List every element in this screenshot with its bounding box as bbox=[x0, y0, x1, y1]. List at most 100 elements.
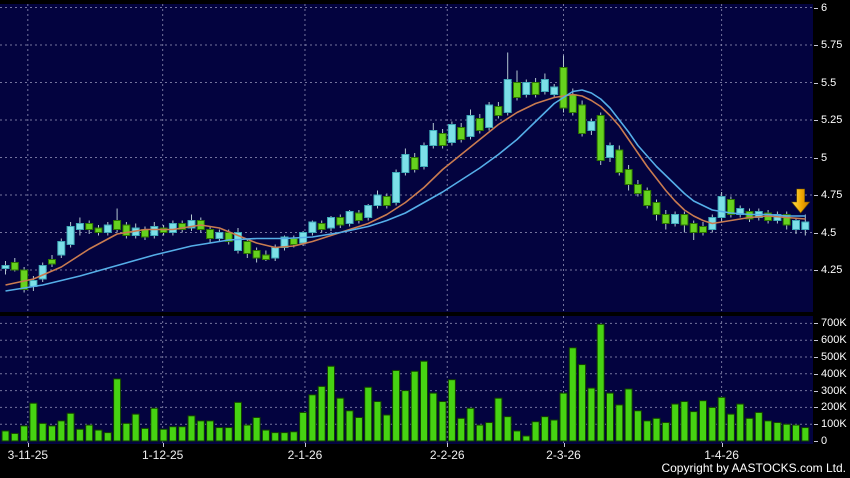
candle-body bbox=[717, 196, 726, 218]
candle-body bbox=[401, 154, 410, 173]
volume-bar bbox=[801, 427, 810, 442]
price-axis-label: 4.5 bbox=[821, 226, 837, 239]
volume-bar bbox=[168, 426, 177, 442]
candle-body bbox=[615, 149, 624, 173]
ma-fast-orange-line bbox=[5, 93, 806, 286]
candle-body bbox=[410, 157, 419, 170]
candle-body bbox=[234, 232, 242, 251]
volume-bar bbox=[345, 410, 354, 442]
volume-bar bbox=[38, 422, 47, 442]
candle-body bbox=[336, 217, 345, 226]
volume-bar bbox=[48, 425, 56, 442]
candle-body bbox=[168, 223, 177, 233]
axis-tick bbox=[814, 340, 818, 342]
axis-tick bbox=[814, 157, 818, 159]
volume-bar bbox=[289, 431, 298, 442]
volume-bar bbox=[550, 419, 559, 442]
volume-bar bbox=[141, 427, 149, 442]
volume-bar bbox=[661, 422, 670, 442]
volume-bar bbox=[103, 432, 112, 442]
candle-body bbox=[122, 224, 131, 236]
date-tick bbox=[27, 443, 29, 447]
volume-bar bbox=[568, 347, 577, 442]
candle-body bbox=[457, 127, 466, 140]
candle-body bbox=[271, 247, 280, 259]
volume-bar bbox=[457, 417, 466, 442]
volume-bar bbox=[392, 369, 401, 442]
volume-bar bbox=[792, 424, 800, 442]
volume-bar bbox=[122, 422, 131, 442]
date-tick bbox=[447, 443, 449, 447]
candle-body bbox=[94, 227, 103, 233]
volume-bar bbox=[689, 411, 698, 442]
copyright-notice: Copyright by AASTOCKS.com Ltd. bbox=[661, 461, 846, 475]
candle-body bbox=[38, 265, 47, 280]
candle-body bbox=[429, 130, 438, 146]
volume-bar bbox=[652, 417, 661, 442]
volume-bar bbox=[764, 420, 773, 442]
price-axis-label: 5.25 bbox=[821, 114, 843, 126]
volume-bar bbox=[513, 430, 521, 442]
candle-body bbox=[438, 133, 447, 146]
candle-body bbox=[66, 226, 75, 245]
volume-bar bbox=[196, 420, 205, 442]
candle-body bbox=[503, 79, 512, 113]
volume-bar bbox=[187, 415, 196, 442]
volume-bar bbox=[643, 420, 652, 442]
axis-tick bbox=[814, 407, 818, 409]
candle-body bbox=[643, 190, 652, 206]
candle-body bbox=[559, 67, 568, 109]
price-axis-label: 5 bbox=[821, 151, 828, 164]
volume-bar bbox=[754, 411, 763, 442]
axis-tick bbox=[814, 357, 818, 358]
price-axis-label: 4.75 bbox=[821, 189, 843, 201]
candle-body bbox=[782, 214, 791, 226]
candle-body bbox=[801, 221, 810, 230]
axis-tick bbox=[814, 373, 818, 375]
volume-bar bbox=[587, 387, 596, 442]
volume-axis-label: 400K bbox=[821, 367, 847, 380]
ma-slow-blue-line bbox=[5, 89, 806, 292]
volume-bar bbox=[1, 430, 10, 442]
volume-bar bbox=[243, 424, 252, 442]
candle-body bbox=[75, 223, 84, 230]
axis-tick bbox=[814, 441, 818, 442]
date-axis-label: 1-4-26 bbox=[704, 448, 739, 462]
volume-bar bbox=[29, 402, 38, 442]
candle-body bbox=[494, 106, 503, 116]
candle-body bbox=[113, 220, 122, 230]
volume-bar bbox=[382, 414, 391, 442]
candle-body bbox=[633, 184, 642, 194]
candle-body bbox=[671, 214, 680, 224]
volume-bar bbox=[606, 392, 614, 442]
date-axis-label: 2-3-26 bbox=[546, 448, 581, 462]
volume-bar bbox=[531, 421, 540, 442]
volume-bar bbox=[354, 416, 363, 442]
price-chart-canvas[interactable] bbox=[0, 4, 813, 312]
volume-bar bbox=[20, 425, 29, 442]
date-tick bbox=[563, 443, 565, 447]
candle-body bbox=[354, 212, 363, 221]
axis-tick bbox=[814, 232, 818, 234]
candle-body bbox=[522, 82, 531, 95]
volume-bar bbox=[224, 427, 233, 442]
volume-chart-canvas[interactable] bbox=[0, 316, 813, 444]
volume-axis-label: 100K bbox=[821, 418, 847, 431]
volume-bar bbox=[429, 392, 438, 442]
candle-body bbox=[568, 94, 577, 113]
candle-body bbox=[150, 226, 159, 236]
candle-body bbox=[48, 259, 56, 265]
volume-bar bbox=[57, 420, 66, 442]
candle-body bbox=[252, 250, 261, 259]
axis-tick bbox=[814, 323, 818, 325]
candle-body bbox=[475, 118, 484, 131]
candle-body bbox=[289, 238, 298, 245]
volume-bar bbox=[420, 360, 428, 442]
candlesticks-layer bbox=[1, 52, 810, 293]
candle-body bbox=[550, 86, 559, 95]
volume-bar bbox=[699, 400, 707, 442]
candle-body bbox=[392, 172, 401, 203]
price-chart-panel[interactable] bbox=[0, 4, 813, 312]
volume-chart-panel[interactable] bbox=[0, 316, 813, 444]
